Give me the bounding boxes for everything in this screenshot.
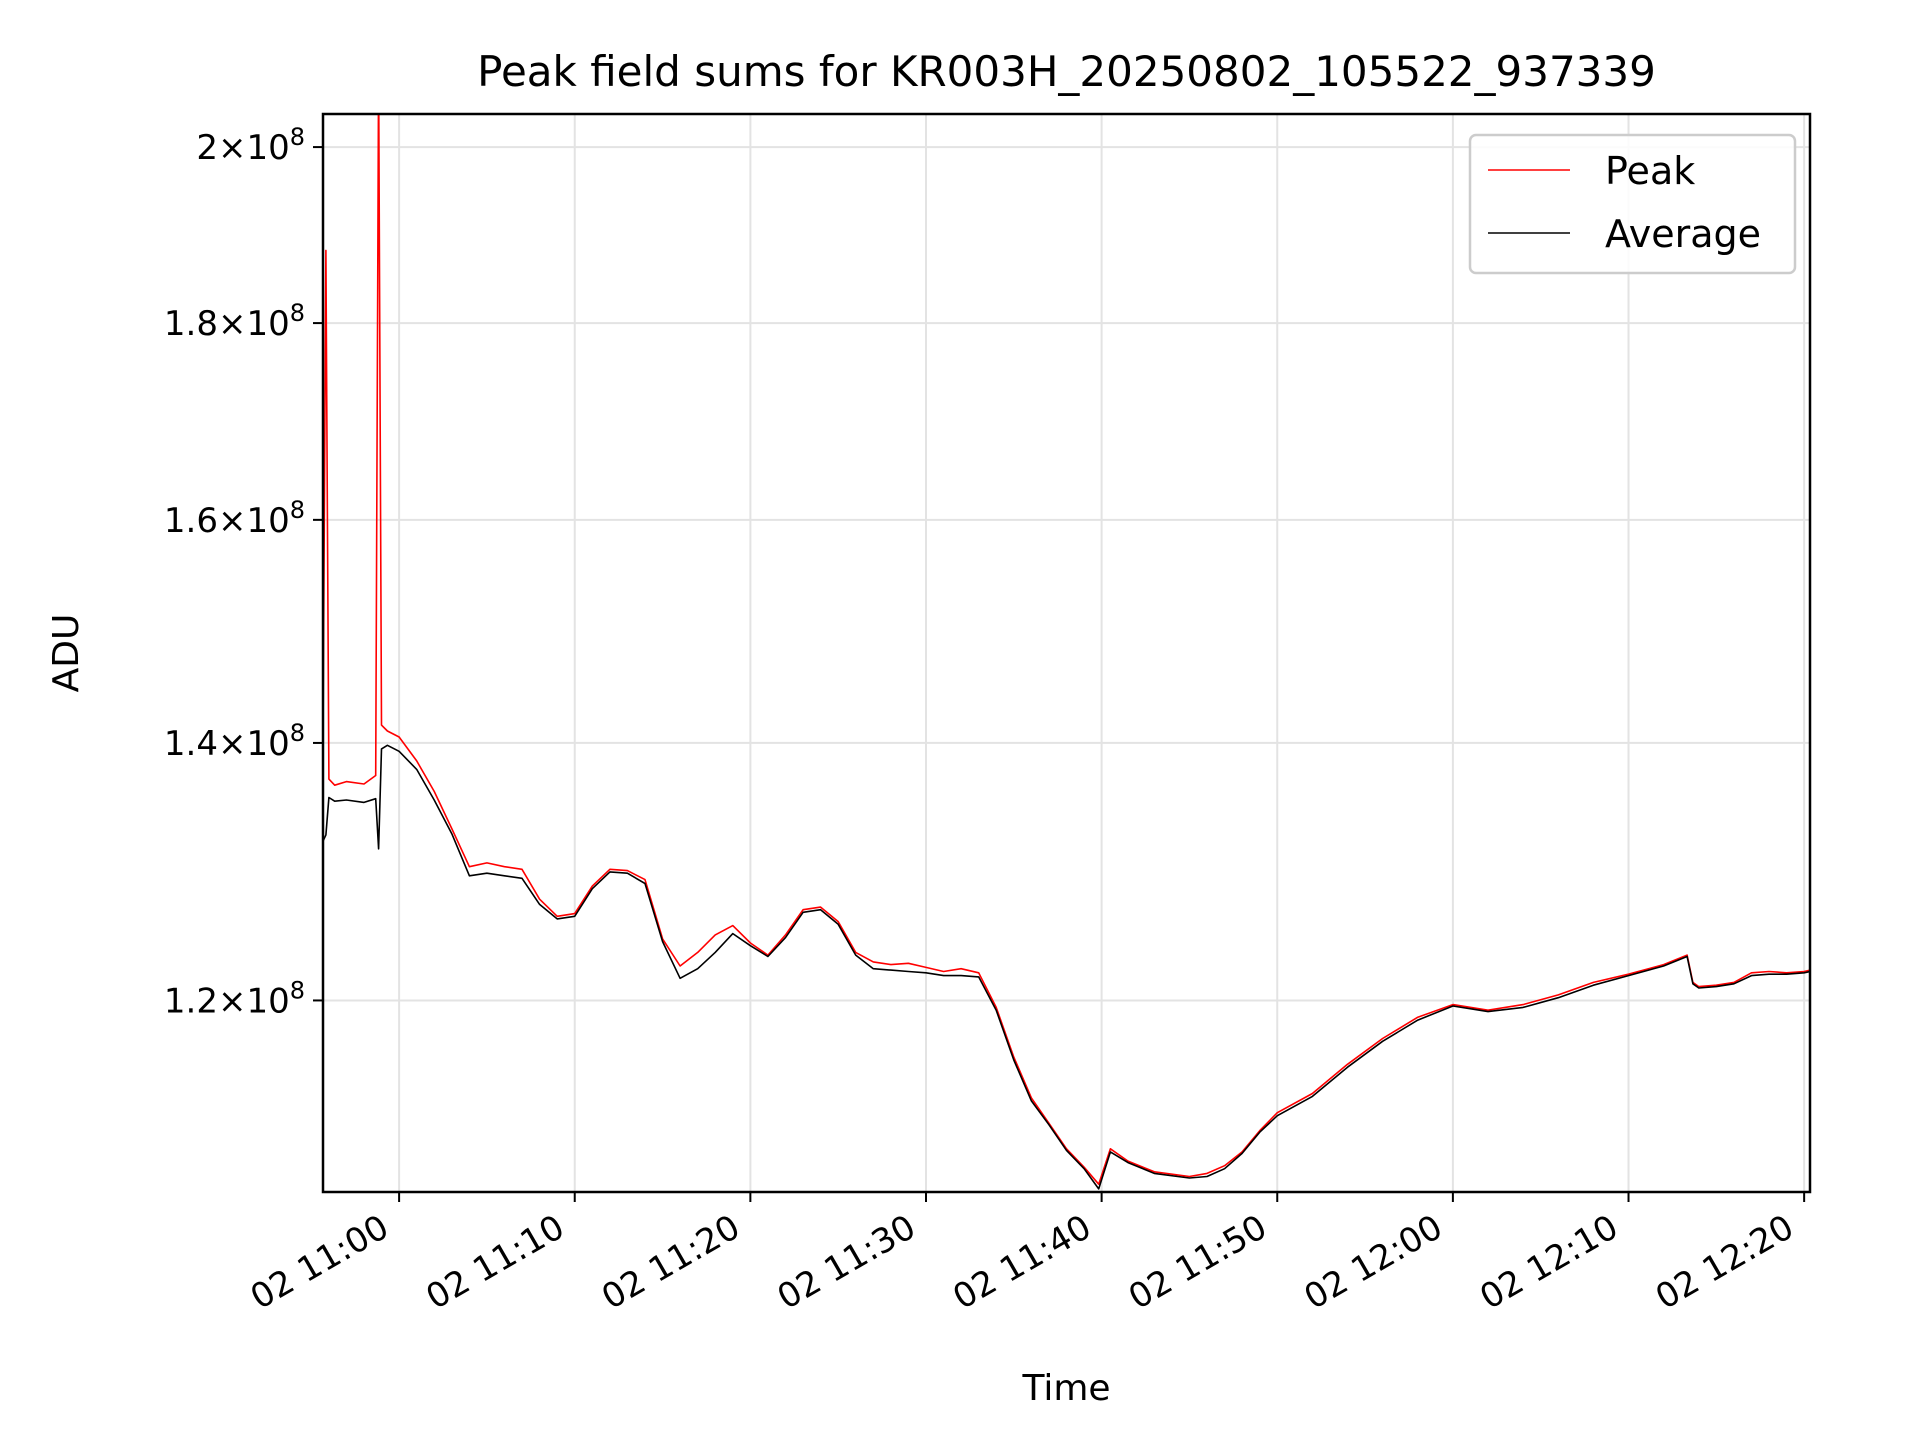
x-axis-title: Time — [1021, 1368, 1110, 1409]
y-tick-mantissa: 2 — [196, 128, 218, 168]
y-tick-base: 10 — [246, 304, 289, 344]
y-tick-mantissa: 1.2 — [164, 981, 218, 1021]
y-tick-exponent: 8 — [290, 496, 305, 524]
y-tick-base: 10 — [246, 501, 289, 541]
series-layer — [323, 114, 1810, 1190]
y-tick-label: 1.4×108 — [164, 719, 305, 764]
y-tick-label: 1.8×108 — [164, 299, 305, 344]
y-tick-base: 10 — [246, 981, 289, 1021]
legend-label-average: Average — [1605, 212, 1761, 256]
y-tick-exponent: 8 — [290, 719, 305, 747]
y-tick-times-sign: × — [218, 501, 247, 541]
y-tick-exponent: 8 — [290, 299, 305, 327]
y-tick-exponent: 8 — [290, 123, 305, 151]
y-tick-times-sign: × — [218, 304, 247, 344]
y-tick-base: 10 — [246, 128, 289, 168]
y-tick-mantissa: 1.4 — [164, 724, 218, 764]
grid — [323, 114, 1810, 1192]
y-tick-label: 1.2×108 — [164, 976, 305, 1021]
y-tick-exponent: 8 — [290, 976, 305, 1004]
series-line-peak — [323, 114, 1810, 1185]
y-tick-times-sign: × — [218, 724, 247, 764]
y-tick-times-sign: × — [218, 981, 247, 1021]
legend-label-peak: Peak — [1605, 149, 1695, 193]
y-tick-times-sign: × — [218, 128, 247, 168]
y-tick-base: 10 — [246, 724, 289, 764]
series-line-average — [323, 744, 1810, 1190]
plot-frame — [321, 112, 1812, 1194]
chart-title: Peak field sums for KR003H_20250802_1055… — [477, 47, 1656, 96]
legend: Peak Average — [1468, 133, 1797, 275]
y-axis-title: ADU — [46, 614, 87, 693]
y-tick-mantissa: 1.8 — [164, 304, 218, 344]
y-tick-mantissa: 1.6 — [164, 501, 218, 541]
y-tick-label: 2×108 — [196, 123, 305, 168]
y-tick-label: 1.6×108 — [164, 496, 305, 541]
